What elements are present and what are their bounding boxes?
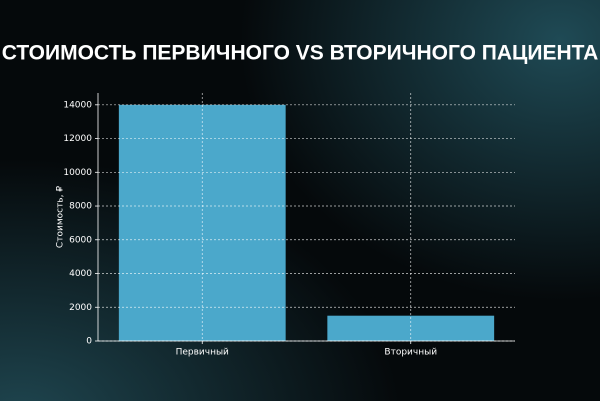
- x-tick-label: Первичный: [176, 348, 229, 358]
- y-axis-label: Стоимость, ₽: [56, 186, 66, 248]
- bar: [327, 315, 495, 341]
- chart-title: СТОИМОСТЬ ПЕРВИЧНОГО VS ВТОРИЧНОГО ПАЦИЕ…: [2, 42, 599, 65]
- y-tick-label: 12000: [63, 134, 92, 144]
- y-tick-label: 0: [86, 337, 92, 347]
- y-tick-label: 4000: [69, 269, 92, 279]
- y-tick-label: 6000: [69, 235, 92, 245]
- y-tick-label: 10000: [63, 168, 92, 178]
- y-tick-label: 8000: [69, 202, 92, 212]
- y-tick-label: 2000: [69, 303, 92, 313]
- x-tick-label: Вторичный: [384, 348, 437, 358]
- y-tick-label: 14000: [63, 100, 92, 110]
